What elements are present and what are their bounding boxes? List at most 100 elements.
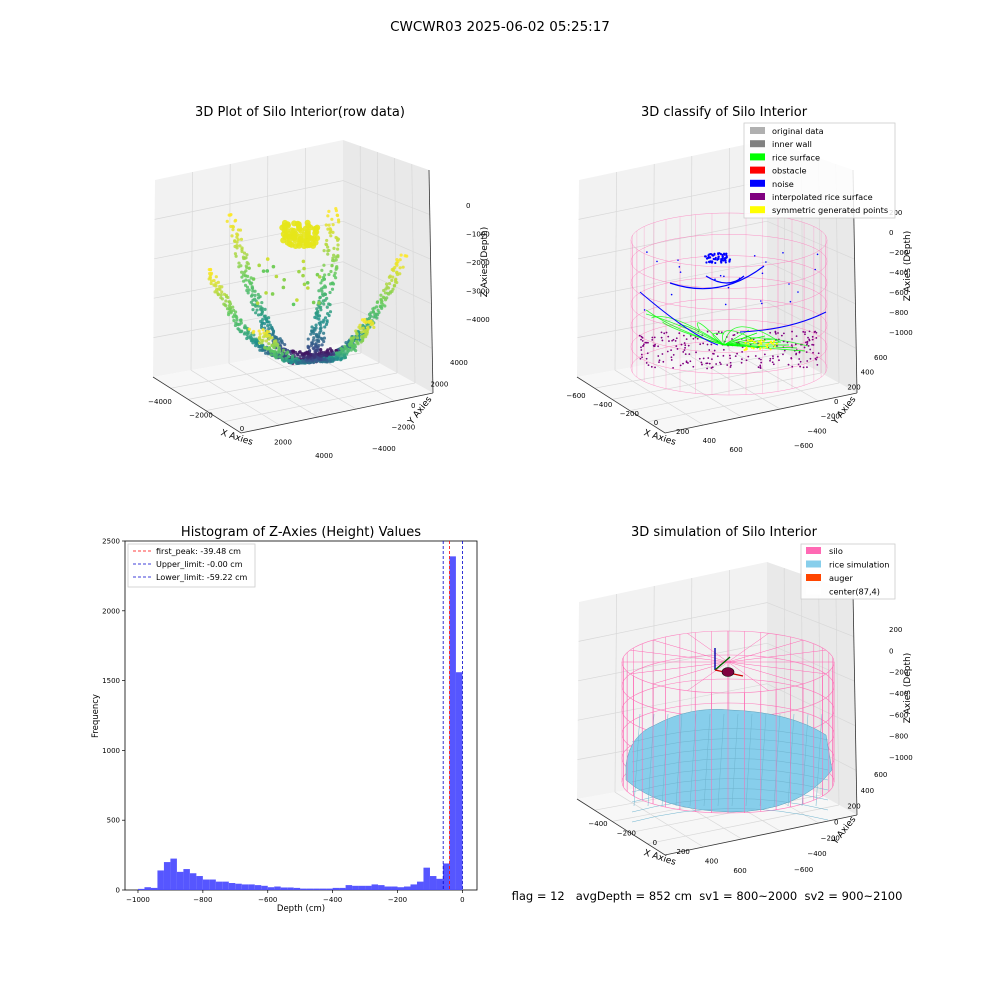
legend-swatch	[750, 166, 765, 174]
data-point	[207, 277, 211, 281]
data-point	[317, 356, 321, 361]
x-tick-label: 0	[653, 839, 657, 847]
symmetric-point	[750, 346, 753, 349]
y-tick-label: 0	[411, 402, 415, 410]
data-point	[268, 349, 273, 353]
interpolated-point	[740, 361, 743, 364]
symmetric-point	[760, 343, 763, 346]
floor-pane	[577, 343, 857, 433]
noise-point	[816, 253, 819, 256]
data-point	[334, 258, 338, 262]
interpolated-point	[806, 343, 808, 346]
rice-mesh-line	[745, 713, 753, 807]
interpolated-point	[809, 357, 812, 360]
data-point	[326, 249, 330, 253]
legend-swatch	[806, 547, 821, 554]
noise-point	[710, 253, 714, 256]
noise-point	[707, 260, 711, 264]
data-point	[231, 228, 235, 232]
interpolated-point	[769, 357, 772, 360]
data-point	[319, 348, 323, 352]
legend-label: Lower_limit: -59.22 cm	[156, 573, 248, 582]
interpolated-point	[745, 359, 748, 362]
data-point	[336, 218, 341, 222]
grid-line	[190, 369, 280, 426]
x-tick-label: 4000	[315, 452, 333, 460]
grid-line	[228, 163, 231, 364]
data-point	[323, 325, 327, 329]
histogram-bar	[287, 887, 294, 890]
histogram-bar	[326, 888, 333, 890]
data-point	[234, 321, 238, 325]
noise-point	[713, 252, 716, 255]
data-point	[273, 349, 277, 354]
panel-raw-3d: 3D Plot of Silo Interior(row data) −4000…	[148, 105, 490, 460]
data-point	[355, 336, 359, 340]
histogram-legend: first_peak: -39.48 cm Upper_limit: -0.00 …	[127, 543, 256, 588]
rice-surface-streak	[645, 313, 725, 346]
data-point	[297, 233, 304, 240]
data-point	[356, 342, 360, 346]
grid-line	[577, 261, 856, 305]
data-point	[392, 284, 397, 288]
interpolated-point	[807, 344, 810, 347]
data-point	[328, 303, 332, 307]
noise-point	[703, 255, 707, 258]
interpolated-point	[812, 344, 815, 346]
data-point	[271, 332, 275, 337]
data-point	[259, 323, 264, 327]
data-point	[242, 256, 246, 261]
data-point	[306, 286, 310, 290]
data-point	[256, 304, 260, 308]
data-point	[237, 261, 241, 265]
interpolated-point	[670, 356, 673, 359]
data-point	[303, 351, 307, 355]
interpolated-point	[769, 331, 772, 334]
x-tick-label: 0	[654, 419, 658, 427]
data-point	[236, 238, 240, 242]
grid-line	[205, 372, 398, 411]
interpolated-point	[759, 364, 762, 367]
z-tick-label: −200	[889, 669, 908, 677]
x-tick-label: −800	[193, 896, 212, 904]
data-point	[298, 354, 302, 359]
data-point	[315, 335, 319, 339]
y-tick-label: −600	[794, 442, 813, 450]
x-tick-label: 0	[460, 896, 464, 904]
interpolated-point	[760, 358, 762, 361]
legend-swatch	[750, 179, 765, 187]
noise-arc	[705, 275, 745, 284]
interpolated-point	[647, 341, 649, 344]
data-point	[395, 261, 399, 265]
data-point	[247, 266, 251, 270]
data-point	[334, 206, 338, 211]
data-point	[274, 335, 278, 340]
interpolated-point	[668, 340, 670, 342]
interpolated-point	[670, 359, 673, 361]
data-point	[323, 316, 328, 320]
data-point	[328, 282, 333, 286]
interpolated-point	[710, 343, 713, 346]
data-point	[352, 347, 356, 351]
data-point	[374, 314, 378, 319]
data-point	[267, 327, 271, 331]
axis-arrow-y	[714, 656, 731, 671]
y-tick-label: 0	[834, 819, 838, 827]
legend-label: Upper_limit: -0.00 cm	[156, 560, 243, 569]
data-point	[251, 341, 255, 345]
data-point	[224, 299, 228, 303]
data-point	[324, 242, 328, 246]
noise-arc	[739, 311, 827, 333]
noise-point	[722, 252, 726, 255]
interpolated-point	[710, 358, 713, 361]
data-point	[288, 227, 295, 234]
panel2-zlabel: Z Axies (Depth)	[903, 231, 913, 302]
data-point	[229, 311, 233, 315]
data-point	[270, 292, 275, 296]
interpolated-point	[812, 351, 814, 354]
histogram-plot-area	[124, 540, 478, 891]
rice-surface-streak	[723, 332, 758, 346]
data-point	[327, 223, 331, 227]
data-point	[258, 332, 262, 336]
data-point	[256, 292, 260, 297]
